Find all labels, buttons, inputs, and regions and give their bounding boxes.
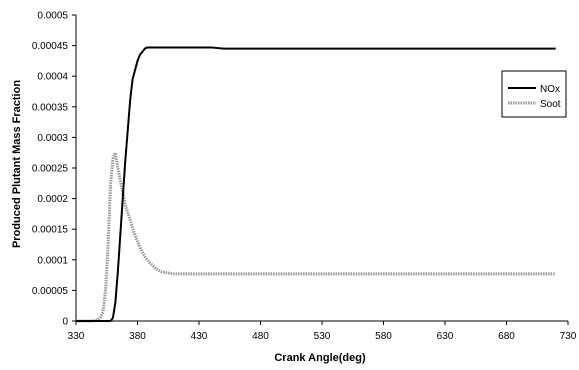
legend-box — [501, 70, 567, 118]
x-tick-label: 380 — [129, 331, 146, 342]
series-lines — [76, 46, 556, 323]
legend-label-nox: NOx — [540, 84, 560, 95]
x-axis-label: Crank Angle(deg) — [274, 352, 366, 364]
y-tick-label: 0.00035 — [32, 102, 69, 113]
x-tick-label: 480 — [252, 331, 269, 342]
y-tick-label: 0.0002 — [37, 194, 68, 205]
x-tick-label: 730 — [560, 331, 577, 342]
x-tick-label: 330 — [68, 331, 85, 342]
y-tick-label: 0.0003 — [37, 133, 68, 144]
plot-area: 330 380 430 480 530 580 630 680 730 0 0.00005 0.00… — [32, 11, 577, 343]
x-ticks: 330 380 430 480 530 580 630 680 730 — [68, 321, 577, 342]
y-tick-label: 0.0001 — [37, 255, 68, 266]
x-tick-label: 530 — [314, 331, 331, 342]
y-tick-label: 0.00015 — [32, 225, 69, 236]
x-tick-label: 680 — [498, 331, 515, 342]
y-tick-label: 0.0005 — [37, 11, 68, 22]
x-tick-label: 430 — [191, 331, 208, 342]
y-tick-label: 0.00005 — [32, 286, 69, 297]
y-tick-label: 0 — [62, 317, 68, 328]
series-line-nox — [76, 46, 556, 322]
x-tick-label: 630 — [437, 331, 454, 342]
legend-label-soot: Soot — [540, 99, 561, 110]
x-tick-label: 580 — [375, 331, 392, 342]
y-ticks: 0 0.00005 0.0001 0.00015 0.0002 0.00025 0.0003… — [32, 11, 76, 328]
series-line-soot — [76, 151, 556, 323]
y-tick-label: 0.0004 — [37, 72, 68, 83]
y-tick-label: 0.00025 — [32, 164, 69, 175]
legend: NOx Soot — [501, 70, 567, 118]
y-axis-label: Produced Plutant Mass Fraction — [11, 80, 23, 248]
y-tick-label: 0.00045 — [32, 41, 69, 52]
